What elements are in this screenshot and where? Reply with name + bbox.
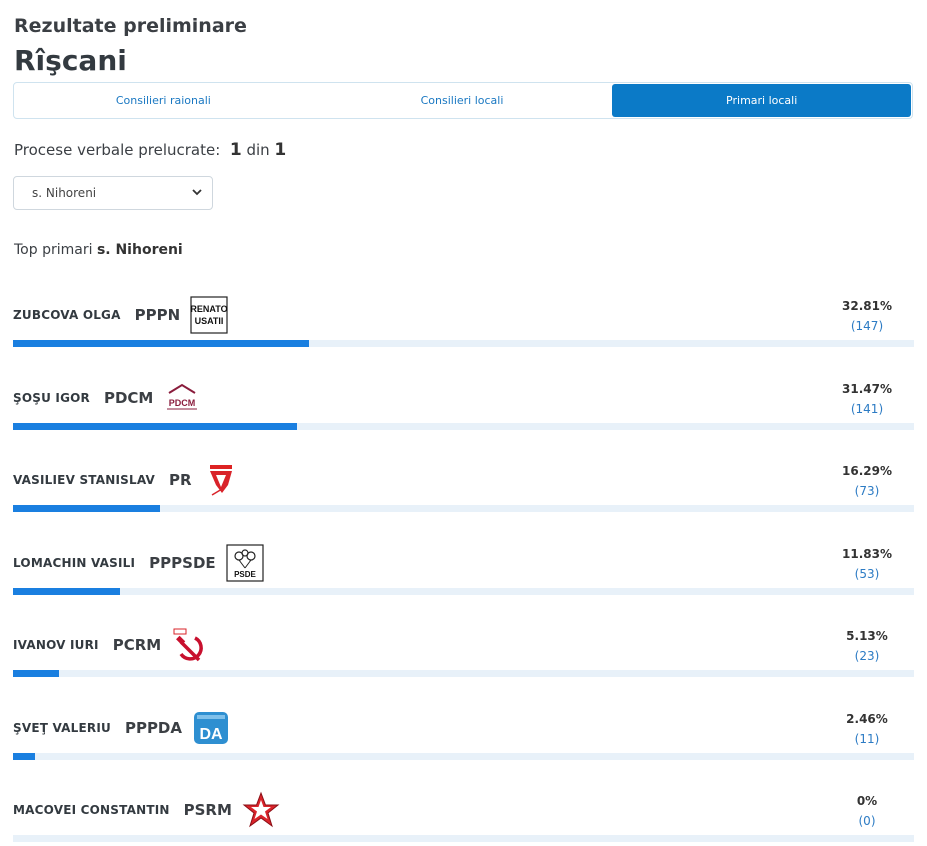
- pdcm-logo-icon: PDCM: [167, 383, 198, 410]
- svg-text:PSDE: PSDE: [234, 570, 256, 579]
- top-mayors-label: Top primari s. Nihoreni: [14, 242, 183, 258]
- candidate-row: IVANOV IURI PCRM 5.13% (23): [13, 624, 914, 684]
- progress-track: [13, 505, 914, 512]
- candidate-row: ZUBCOVA OLGA PPPN RENATO USATII 32.81% (…: [13, 294, 914, 354]
- chevron-down-icon: [192, 189, 202, 196]
- processed-total: 1: [274, 140, 287, 160]
- vote-percent: 5.13%: [846, 629, 888, 643]
- candidate-row: ŞOŞU IGOR PDCM PDCM 31.47% (141): [13, 377, 914, 437]
- progress-track: [13, 588, 914, 595]
- hammer-sickle-logo-icon: [173, 628, 204, 662]
- candidate-name: ŞVEŢ VALERIU: [13, 721, 111, 735]
- tab-consilieri-locali[interactable]: Consilieri locali: [420, 94, 504, 107]
- vote-count: (53): [854, 567, 880, 581]
- candidate-row: ŞVEŢ VALERIU PPPDA DA 2.46% (11): [13, 707, 914, 767]
- party-abbrev: PPPN: [134, 306, 181, 324]
- renato-usatii-logo-icon: RENATO USATII: [190, 296, 228, 334]
- page-subtitle: Rezultate preliminare: [14, 15, 247, 37]
- pr-eagle-logo-icon: [209, 465, 232, 496]
- party-abbrev: PSRM: [183, 801, 232, 819]
- progress-fill: [13, 753, 36, 760]
- page-title: Rîşcani: [14, 44, 127, 77]
- candidate-name: ZUBCOVA OLGA: [13, 308, 121, 322]
- psde-logo-icon: PSDE: [226, 544, 264, 582]
- locality-select-value: s. Nihoreni: [32, 186, 97, 200]
- processed-sep: din: [246, 141, 270, 159]
- svg-text:RENATO: RENATO: [191, 304, 228, 314]
- vote-count: (11): [854, 732, 880, 746]
- candidate-row: MACOVEI CONSTANTIN PSRM 0% (0): [13, 789, 914, 846]
- progress-fill: [13, 670, 60, 677]
- svg-text:PDCM: PDCM: [169, 398, 196, 408]
- vote-percent: 11.83%: [842, 547, 892, 561]
- progress-track: [13, 835, 914, 842]
- tab-consilieri-raionali[interactable]: Consilieri raionali: [115, 94, 211, 107]
- candidate-name: VASILIEV STANISLAV: [13, 473, 155, 487]
- vote-count: (73): [854, 484, 880, 498]
- progress-track: [13, 340, 914, 347]
- party-abbrev: PDCM: [103, 389, 154, 407]
- tab-primari-locali[interactable]: Primari locali: [612, 84, 912, 117]
- candidate-name: ŞOŞU IGOR: [13, 391, 90, 405]
- processed-reports: Procese verbale prelucrate: 1 din 1: [14, 140, 286, 160]
- svg-text:USATII: USATII: [195, 316, 224, 326]
- candidate-row: LOMACHIN VASILI PPPSDE PSDE 11.83% (53): [13, 542, 914, 602]
- party-abbrev: PR: [168, 471, 192, 489]
- party-abbrev: PPPSDE: [149, 554, 216, 572]
- vote-percent: 16.29%: [842, 464, 892, 478]
- red-star-logo-icon: [242, 791, 280, 828]
- party-abbrev: PPPDA: [124, 719, 182, 737]
- vote-percent: 32.81%: [842, 299, 892, 313]
- da-platform-logo-icon: DA: [194, 712, 228, 744]
- vote-percent: 0%: [856, 794, 878, 808]
- vote-count: (0): [858, 814, 876, 828]
- candidate-row: VASILIEV STANISLAV PR 16.29% (73): [13, 459, 914, 519]
- party-abbrev: PCRM: [112, 636, 162, 654]
- progress-fill: [13, 505, 160, 512]
- progress-track: [13, 670, 914, 677]
- vote-percent: 31.47%: [842, 382, 892, 396]
- progress-fill: [13, 340, 309, 347]
- vote-count: (147): [850, 319, 884, 333]
- processed-done: 1: [229, 140, 242, 160]
- candidate-name: IVANOV IURI: [13, 638, 99, 652]
- vote-percent: 2.46%: [846, 712, 888, 726]
- progress-fill: [13, 588, 120, 595]
- progress-track: [13, 753, 914, 760]
- vote-count: (141): [850, 402, 884, 416]
- candidate-name: LOMACHIN VASILI: [13, 556, 136, 570]
- locality-select[interactable]: s. Nihoreni: [13, 176, 213, 210]
- progress-fill: [13, 423, 297, 430]
- progress-track: [13, 423, 914, 430]
- candidate-name: MACOVEI CONSTANTIN: [13, 803, 170, 817]
- vote-count: (23): [854, 649, 880, 663]
- election-type-tabs: Consilieri raionali Consilieri locali Pr…: [13, 82, 913, 119]
- svg-text:DA: DA: [199, 726, 223, 743]
- top-locality: s. Nihoreni: [96, 242, 183, 258]
- processed-label: Procese verbale prelucrate:: [14, 141, 221, 159]
